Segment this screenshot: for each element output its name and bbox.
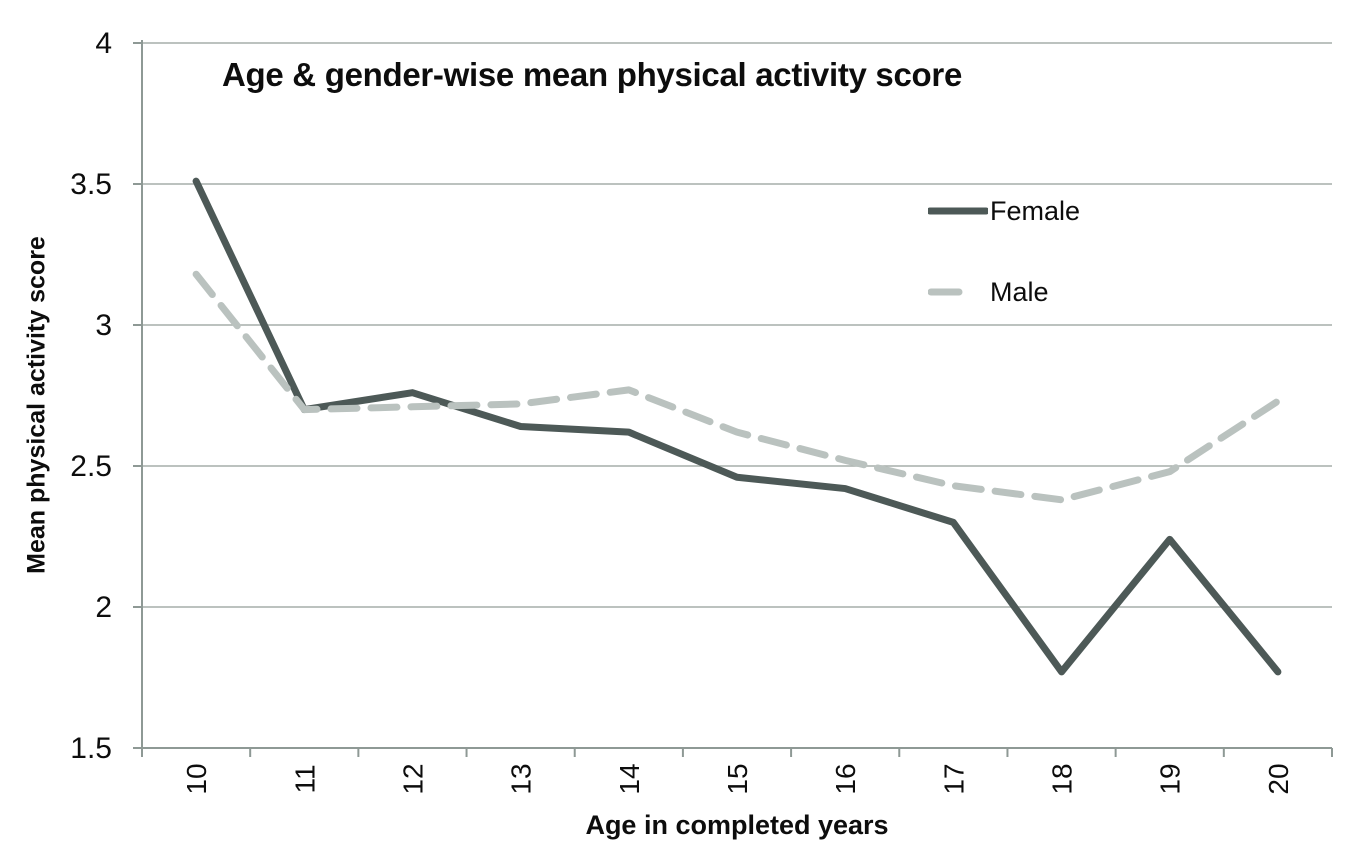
y-tick-label: 4	[95, 27, 112, 60]
male-line-swatch	[928, 288, 988, 296]
x-axis-title: Age in completed years	[585, 810, 889, 840]
x-tick-label: 18	[1047, 763, 1078, 794]
legend-item-male: Male	[928, 277, 1080, 307]
x-tick-label: 11	[289, 764, 320, 793]
female-series-line	[192, 177, 1282, 676]
x-tick-label: 17	[938, 763, 969, 794]
legend-label-male: Male	[990, 276, 1049, 307]
y-tick-label: 2	[95, 591, 112, 624]
y-tick-label: 1.5	[70, 732, 112, 765]
legend: Female Male	[928, 196, 1080, 307]
x-tick-label: 10	[181, 763, 212, 794]
y-axis-title: Mean physical activity score	[22, 236, 51, 574]
legend-label-female: Female	[990, 195, 1081, 226]
x-tick-label: 20	[1263, 763, 1294, 794]
female-line-swatch	[928, 207, 988, 215]
x-tick-label: 13	[506, 763, 537, 794]
male-series-line	[192, 270, 1282, 504]
y-tick-label: 3	[95, 309, 112, 342]
x-tick-label: 15	[722, 763, 753, 794]
legend-item-female: Female	[928, 196, 1080, 226]
chart-title: Age & gender-wise mean physical activity…	[222, 56, 962, 93]
y-tick-label: 3.5	[70, 168, 112, 201]
x-tick-label: 16	[830, 763, 861, 794]
x-tick-label: 19	[1155, 763, 1186, 794]
x-tick-label: 12	[397, 763, 428, 794]
x-tick-label: 14	[614, 763, 645, 794]
y-tick-label: 2.5	[70, 450, 112, 483]
